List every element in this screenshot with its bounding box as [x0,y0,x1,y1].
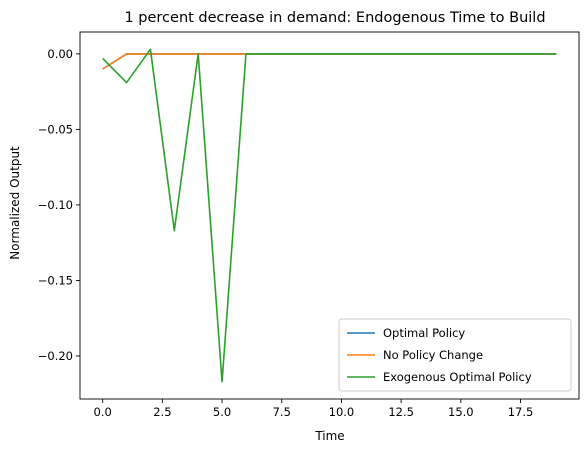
y-tick-label: 0.00 [47,47,73,61]
series-line-exogenous-optimal-policy [102,48,557,383]
legend-label: No Policy Change [383,348,483,362]
x-tick-label: 10.0 [329,405,355,419]
x-tick-label: 15.0 [448,405,474,419]
legend: Optimal Policy No Policy Change Exogenous … [338,318,572,392]
series-line-no-policy-change [102,53,557,70]
y-tick-label: −0.20 [38,349,73,363]
x-tick-label: 12.5 [388,405,414,419]
x-tick-label: 0.0 [94,405,112,419]
y-tick-label: −0.15 [38,273,73,287]
series-line-optimal-policy [102,53,557,70]
chart-title: 1 percent decrease in demand: Endogenous… [124,10,545,26]
legend-box [338,318,572,392]
y-tick-label: −0.05 [38,122,73,136]
x-axis-label: Time [314,429,344,443]
legend-label: Optimal Policy [383,326,465,340]
legend-label: Exogenous Optimal Policy [383,370,532,384]
plot-frame [79,31,580,400]
x-tick-label: 5.0 [213,405,231,419]
x-axis: 0.0 2.5 5.0 7.5 10.0 12.5 15.0 17.5 [94,399,534,419]
y-tick-label: −0.10 [38,198,73,212]
plot-area [79,31,580,400]
y-axis: 0.00 −0.05 −0.10 −0.15 −0.20 [38,47,80,363]
x-tick-label: 17.5 [508,405,534,419]
x-tick-label: 2.5 [153,405,171,419]
x-tick-label: 7.5 [273,405,291,419]
y-axis-label: Normalized Output [8,146,22,260]
